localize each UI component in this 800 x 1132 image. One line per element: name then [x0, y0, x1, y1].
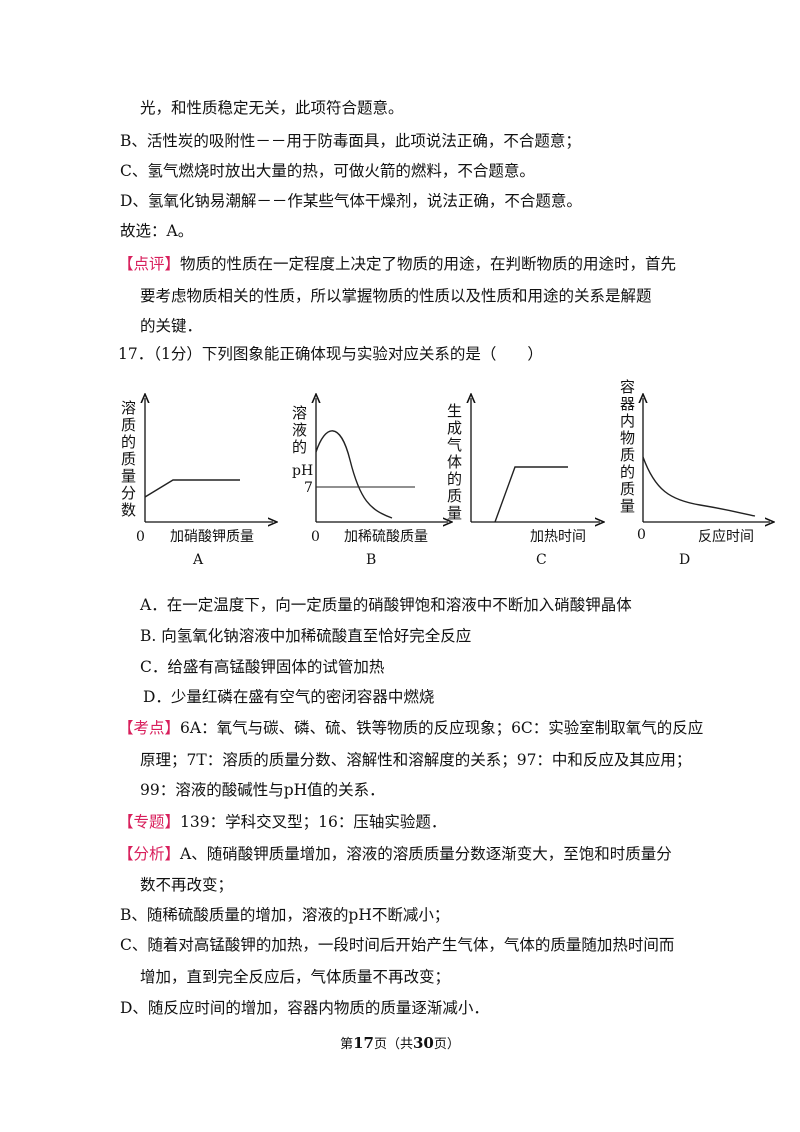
analysis: A、随硝酸钾质量增加，溶液的溶质质量分数逐渐变大，至饱和时质量分 — [180, 845, 672, 863]
text-line: 光，和性质稳定无关，此项符合题意。 — [140, 99, 404, 117]
y-label: 溶液的 — [290, 405, 308, 456]
x-label: 加热时间 — [530, 529, 586, 545]
question-stem: 17．（1分）下列图象能正确体现与实验对应关系的是（ ） — [118, 345, 543, 363]
analysis-tag: 【分析】 — [118, 845, 181, 863]
origin: 0 — [637, 527, 646, 543]
points: 6A：氧气与碳、磷、硫、铁等物质的反应现象；6C：实验室制取氧气的反应 — [180, 719, 704, 737]
text-line: 【点评】物质的性质在一定程度上决定了物质的用途，在判断物质的用途时，首先 — [118, 254, 676, 274]
letter: C — [536, 552, 547, 568]
footer-text: 页（共 — [373, 1037, 413, 1052]
text-line: 【考点】6A：氧气与碳、磷、硫、铁等物质的反应现象；6C：实验室制取氧气的反应 — [118, 718, 703, 738]
option: A．在一定温度下，向一定质量的硝酸钾饱和溶液中不断加入硝酸钾晶体 — [140, 596, 632, 614]
graph-a: 溶质的质量分数 0 加硝酸钾质量 A — [119, 398, 273, 568]
page-total: 30 — [413, 1034, 434, 1052]
option: C．给盛有高锰酸钾固体的试管加热 — [140, 658, 385, 676]
graph-c: 生成气体的质量 加热时间 C — [445, 398, 600, 568]
curve — [144, 479, 240, 498]
letter: B — [366, 552, 376, 568]
footer: 第17页（共30页） — [0, 1033, 800, 1052]
x-label: 反应时间 — [698, 528, 754, 545]
topic: 139：学科交叉型；16：压轴实验题． — [180, 813, 447, 831]
text-line: 要考虑物质相关的性质，所以掌握物质的性质以及性质和用途的关系是解题 — [140, 287, 652, 305]
text-line: D、氢氧化钠易潮解－－作某些气体干燥剂，说法正确，不合题意。 — [120, 192, 582, 210]
letter: D — [679, 552, 690, 568]
letter: A — [192, 552, 204, 568]
curve — [642, 456, 756, 517]
text-line: D、随反应时间的增加，容器内物质的质量逐渐减小． — [120, 999, 489, 1017]
y-label: 容器内物质的质量 — [618, 379, 636, 515]
topic-tag: 【专题】 — [118, 813, 181, 831]
text-line: 99：溶液的酸碱性与pH值的关系． — [140, 781, 385, 799]
origin: 0 — [136, 529, 145, 545]
text-line: 【专题】139：学科交叉型；16：压轴实验题． — [118, 812, 446, 832]
text-line: C、随着对高锰酸钾的加热，一段时间后开始产生气体，气体的质量随加热时间而 — [120, 936, 675, 954]
option: D．少量红磷在盛有空气的密闭容器中燃烧 — [143, 688, 435, 706]
comment-tag: 【点评】 — [118, 255, 181, 273]
option: B. 向氢氧化钠溶液中加稀硫酸直至恰好完全反应 — [140, 627, 472, 645]
graphs: 溶质的质量分数 0 加硝酸钾质量 A 溶液的 pH 7 0 加稀硫酸质量 B 生… — [119, 379, 800, 568]
text-line: C、氢气燃烧时放出大量的热，可做火箭的燃料，不合题意。 — [120, 162, 535, 180]
x-label: 加稀硫酸质量 — [344, 529, 428, 545]
text-line: 数不再改变； — [140, 876, 234, 894]
footer-text: 第 — [340, 1037, 354, 1052]
points-tag: 【考点】 — [118, 719, 181, 737]
answer: 故选：A。 — [120, 222, 194, 240]
curve — [494, 466, 568, 523]
curve — [315, 430, 393, 519]
footer-text: 页） — [433, 1037, 460, 1052]
comment: 物质的性质在一定程度上决定了物质的用途，在判断物质的用途时，首先 — [180, 255, 677, 273]
x-label: 加硝酸钾质量 — [170, 529, 254, 545]
text-line: 【分析】A、随硝酸钾质量增加，溶液的溶质质量分数逐渐变大，至饱和时质量分 — [118, 844, 672, 864]
reference-label: 7 — [304, 480, 313, 496]
y-unit: pH — [292, 463, 313, 479]
y-label: 生成气体的质量 — [445, 403, 463, 522]
text-line: 的关键． — [140, 317, 203, 335]
origin: 0 — [311, 529, 320, 545]
text-line: B、随稀硫酸质量的增加，溶液的pH不断减小； — [120, 906, 450, 924]
text-line: 增加，直到完全反应后，气体质量不再改变； — [140, 968, 451, 986]
y-label: 溶质的质量分数 — [119, 400, 137, 519]
graph-b: 溶液的 pH 7 0 加稀硫酸质量 B — [290, 398, 448, 568]
text-line: 原理；7T：溶质的质量分数、溶解性和溶解度的关系；97：中和反应及其应用； — [140, 751, 692, 769]
graph-d: 容器内物质的质量 0 反应时间 D — [618, 379, 770, 568]
text-line: B、活性炭的吸附性－－用于防毒面具，此项说法正确，不合题意； — [120, 132, 581, 150]
page-number: 17 — [353, 1034, 374, 1052]
